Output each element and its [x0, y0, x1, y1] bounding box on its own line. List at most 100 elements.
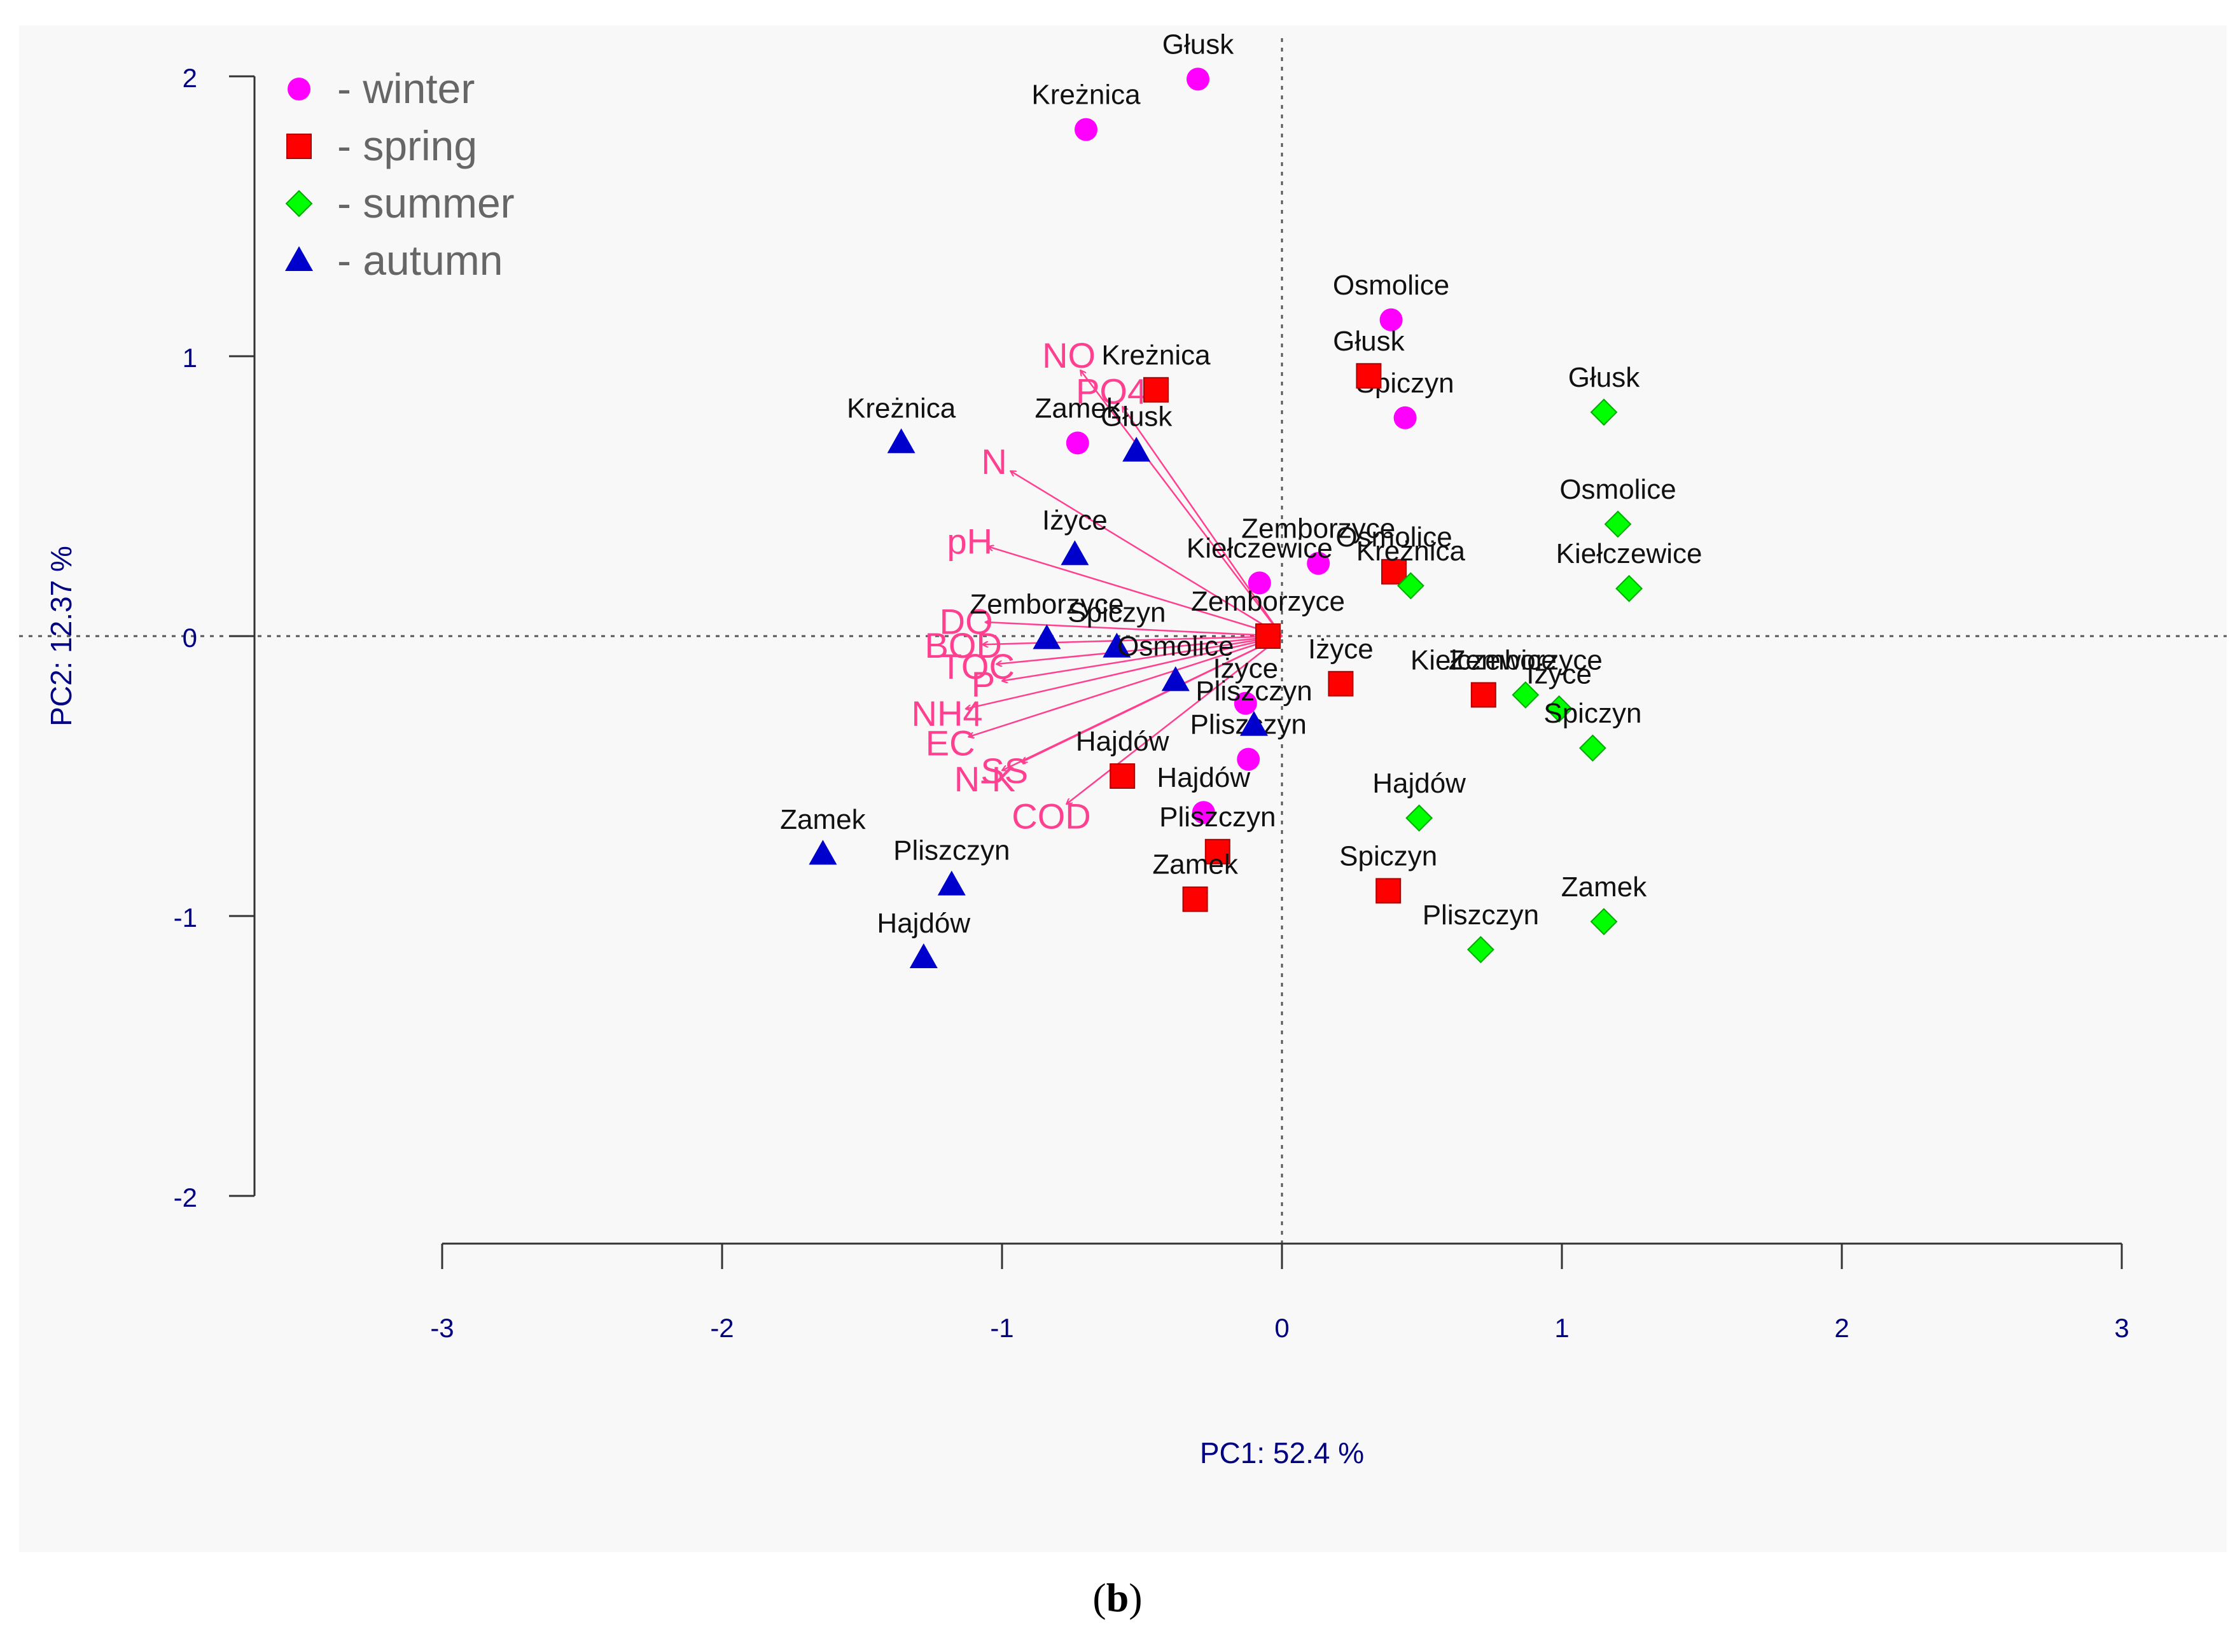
point-marker-circle	[1379, 308, 1403, 331]
point-label: Hajdów	[1076, 726, 1169, 757]
loading-vector-label: PO4	[1076, 371, 1147, 412]
y-tick-label: -2	[174, 1183, 197, 1212]
point-label: Kiełczewice	[1410, 644, 1557, 676]
loading-vector	[1002, 635, 1283, 770]
point-label: Iżyce	[1042, 504, 1108, 536]
point-label: Kreżnica	[1356, 536, 1466, 567]
point-marker-diamond	[285, 190, 313, 218]
point-label: Osmolice	[1335, 522, 1452, 553]
point-marker-square	[286, 134, 312, 159]
y-tick-label: -1	[174, 903, 197, 933]
point-label: Zemborzyce	[1241, 513, 1395, 545]
point-label: Głusk	[1568, 362, 1640, 393]
point-label: Kiełczewice	[1556, 538, 1702, 569]
loading-vector	[1066, 635, 1283, 804]
point-label: Spiczyn	[1543, 698, 1641, 729]
point-label: Kreżnica	[847, 392, 956, 424]
point-label: Zemborzyce	[1449, 644, 1603, 676]
point-label: Iżyce	[1526, 658, 1592, 690]
point-marker-circle	[1192, 801, 1215, 824]
loading-vector-label: NH4	[912, 693, 983, 733]
loading-vector	[968, 635, 1283, 737]
point-label: Zamek	[1035, 392, 1121, 424]
x-tick-label: 3	[2114, 1313, 2129, 1343]
point-label: Głusk	[1162, 29, 1234, 60]
loading-vector	[988, 546, 1283, 637]
loading-vector	[1080, 370, 1283, 637]
legend-label: - winter	[337, 65, 475, 112]
point-marker-triangle	[1103, 632, 1131, 658]
point-marker-circle	[1248, 571, 1271, 595]
x-tick-label: -2	[710, 1313, 734, 1343]
loading-vector-label: EC	[926, 723, 975, 763]
x-tick-label: 0	[1274, 1313, 1289, 1343]
point-marker-diamond	[1590, 398, 1618, 426]
point-label: Osmolice	[1559, 474, 1676, 505]
loading-vector	[966, 635, 1283, 709]
point-marker-square	[1470, 682, 1496, 708]
point-marker-square	[1328, 670, 1354, 697]
x-axis-title: PC1: 52.4 %	[1200, 1436, 1364, 1469]
x-tick-label: -3	[430, 1313, 454, 1343]
loading-vector	[996, 635, 1283, 664]
y-tick-label: 0	[183, 623, 197, 653]
loading-vector-label: N	[981, 441, 1006, 482]
point-marker-square	[1182, 886, 1208, 912]
point-label: Zamek	[1152, 849, 1238, 880]
point-marker-diamond	[1405, 804, 1433, 832]
point-label: Zamek	[780, 804, 866, 835]
legend-label: - spring	[337, 122, 477, 169]
point-marker-square	[1255, 623, 1281, 649]
point-marker-square	[1204, 838, 1230, 864]
legend-label: - summer	[337, 179, 515, 226]
point-label: Głusk	[1333, 326, 1405, 357]
figure-caption: (b)	[0, 1574, 2235, 1621]
loading-vector	[1010, 471, 1283, 637]
point-marker-circle	[1393, 406, 1417, 429]
legend-label: - autumn	[337, 237, 503, 284]
point-marker-diamond	[1545, 695, 1573, 723]
caption-prefix: (	[1092, 1575, 1106, 1620]
point-marker-triangle	[1240, 711, 1268, 736]
point-label: Spiczyn	[1339, 840, 1437, 871]
loading-vector	[985, 622, 1283, 637]
point-marker-circle	[1237, 747, 1260, 771]
loading-vector	[1122, 406, 1283, 637]
point-marker-square	[1143, 377, 1169, 403]
point-marker-circle	[1075, 118, 1097, 141]
point-label: Hajdów	[1372, 768, 1466, 799]
point-marker-circle	[1307, 552, 1330, 575]
x-tick-label: 1	[1554, 1313, 1569, 1343]
loading-vector	[982, 635, 1283, 644]
point-marker-diamond	[1590, 908, 1618, 936]
point-marker-square	[1356, 363, 1382, 389]
point-label: Osmolice	[1333, 270, 1449, 301]
point-marker-square	[1375, 878, 1402, 904]
point-label: Hajdów	[1157, 762, 1250, 793]
point-marker-triangle	[809, 840, 837, 865]
point-marker-diamond	[1615, 574, 1643, 602]
loading-vector	[1002, 635, 1283, 681]
loading-vector-label: pH	[947, 521, 993, 561]
y-axis-title: PC2: 12.37 %	[45, 546, 78, 726]
plot-panel: -2 -1 0 1 2 PC2: 12.37 % -3 -2 -1 0 1 2 3 PC1: 52.4 %…	[19, 25, 2227, 1552]
score-points: GłuskKreżnicaOsmoliceSpiczynZamekZemborz…	[780, 29, 1702, 968]
point-label: Kiełczewice	[1187, 532, 1333, 564]
point-marker-triangle	[1122, 436, 1151, 462]
axes: -2 -1 0 1 2 PC2: 12.37 % -3 -2 -1 0 1 2 3 PC1: 52.4 %	[19, 38, 2227, 1469]
point-label: Zamek	[1561, 871, 1647, 903]
point-marker-triangle	[887, 428, 916, 454]
point-marker-triangle	[1161, 666, 1190, 691]
pca-biplot: -2 -1 0 1 2 PC2: 12.37 % -3 -2 -1 0 1 2 3 PC1: 52.4 %…	[19, 29, 2227, 1469]
point-marker-triangle	[937, 870, 966, 896]
point-marker-circle	[1187, 67, 1209, 91]
point-label: Osmolice	[1117, 630, 1234, 662]
point-label: Zemborzyce	[1191, 586, 1345, 617]
point-marker-diamond	[1578, 734, 1606, 762]
loading-vector-label: DO	[940, 602, 993, 642]
legend: - winter - spring - summer - autumn	[285, 65, 515, 284]
point-label: Iżyce	[1213, 653, 1278, 684]
loading-vector-label: P	[971, 664, 995, 704]
point-label: Spiczyn	[1068, 597, 1166, 628]
